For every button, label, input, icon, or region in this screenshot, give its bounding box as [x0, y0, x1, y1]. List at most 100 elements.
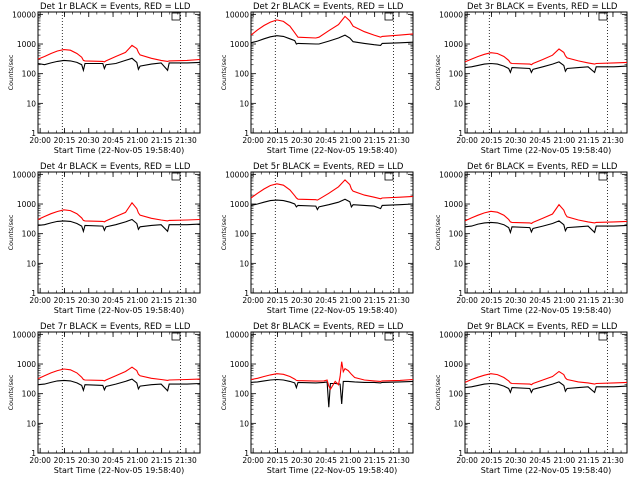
x-axis-label: Start Time (22-Nov-05 19:58:40) [267, 146, 397, 155]
x-tick-label: 20:15 [481, 456, 503, 465]
series-lld-line [250, 361, 414, 391]
y-tick-label: 10 [239, 259, 249, 268]
series-lld-line [464, 370, 628, 386]
y-tick-label: 10 [239, 99, 249, 108]
x-tick-label: 21:30 [388, 456, 410, 465]
plot-frame [37, 331, 201, 454]
panel-6: Det 6r BLACK = Events, RED = LLD 1 10 100 10… [434, 162, 628, 315]
x-tick-label: 21:15 [364, 136, 386, 145]
series-events-line [37, 57, 201, 73]
x-tick-label: 20:15 [267, 456, 289, 465]
x-tick-label: 20:30 [291, 296, 313, 305]
panel-8: Det 8r BLACK = Events, RED = LLD 1 10 100 10… [220, 322, 414, 475]
y-axis-label: Counts/sec [434, 374, 442, 410]
y-tick-label: 10000 [225, 10, 249, 19]
plot-frame [464, 331, 628, 454]
x-tick-label: 21:00 [127, 296, 149, 305]
panel-title: Det 5r BLACK = Events, RED = LLD [253, 162, 404, 172]
y-tick-label: 1000 [444, 360, 463, 369]
x-tick-label: 21:30 [388, 296, 410, 305]
y-tick-label: 1 [31, 289, 36, 298]
plot-frame [250, 331, 414, 454]
series-lld-line [250, 179, 414, 201]
x-tick-label: 20:00 [29, 296, 51, 305]
panel-title: Det 6r BLACK = Events, RED = LLD [467, 162, 618, 172]
series-events-line [250, 198, 414, 211]
y-tick-label: 10 [26, 259, 36, 268]
y-axis-label: Counts/sec [220, 374, 228, 410]
y-tick-label: 1000 [444, 200, 463, 209]
y-axis-label: Counts/sec [7, 214, 15, 250]
x-tick-label: 21:30 [388, 136, 410, 145]
y-tick-label: 1 [458, 449, 463, 458]
y-tick-label: 100 [449, 70, 464, 79]
series-events-line [464, 220, 628, 235]
x-axis-label: Start Time (22-Nov-05 19:58:40) [54, 466, 184, 475]
y-axis-label: Counts/sec [7, 374, 15, 410]
x-tick-label: 20:45 [315, 296, 337, 305]
x-tick-label: 21:30 [175, 136, 197, 145]
series-events-line [464, 61, 628, 74]
y-tick-label: 1000 [17, 40, 36, 49]
plot-frame [250, 171, 414, 294]
y-tick-label: 100 [22, 230, 37, 239]
y-tick-label: 10000 [225, 170, 249, 179]
x-tick-label: 21:00 [340, 296, 362, 305]
x-tick-label: 21:00 [127, 136, 149, 145]
series-lld-line [37, 366, 201, 382]
x-tick-label: 20:00 [456, 136, 478, 145]
x-axis-label: Start Time (22-Nov-05 19:58:40) [54, 306, 184, 315]
y-axis-label: Counts/sec [7, 54, 15, 90]
x-tick-label: 20:00 [242, 456, 264, 465]
x-tick-label: 21:15 [151, 296, 173, 305]
x-tick-label: 21:30 [602, 296, 624, 305]
x-axis-label: Start Time (22-Nov-05 19:58:40) [267, 466, 397, 475]
x-tick-label: 21:15 [151, 136, 173, 145]
legend-box [171, 172, 181, 181]
y-tick-label: 100 [235, 230, 250, 239]
x-tick-label: 20:30 [78, 456, 100, 465]
legend-box [384, 332, 394, 341]
y-tick-label: 100 [449, 230, 464, 239]
panel-title: Det 1r BLACK = Events, RED = LLD [40, 2, 191, 12]
legend-box [171, 332, 181, 341]
series-lld-line [37, 44, 201, 63]
x-tick-label: 20:00 [29, 136, 51, 145]
y-tick-label: 10 [26, 419, 36, 428]
series-events-line [250, 378, 414, 408]
y-tick-label: 10 [453, 419, 463, 428]
y-tick-label: 1 [31, 129, 36, 138]
y-tick-label: 1 [458, 289, 463, 298]
x-tick-label: 20:45 [529, 456, 551, 465]
x-tick-label: 21:00 [554, 136, 576, 145]
x-tick-label: 20:15 [481, 296, 503, 305]
x-tick-label: 21:15 [578, 296, 600, 305]
x-tick-label: 21:15 [364, 296, 386, 305]
y-tick-label: 1 [244, 449, 249, 458]
y-axis-label: Counts/sec [220, 214, 228, 250]
x-tick-label: 20:45 [102, 296, 124, 305]
y-tick-label: 1 [458, 129, 463, 138]
y-tick-label: 1000 [17, 360, 36, 369]
panel-5: Det 5r BLACK = Events, RED = LLD 1 10 100 10… [220, 162, 414, 315]
x-tick-label: 20:15 [481, 136, 503, 145]
x-tick-label: 21:15 [151, 456, 173, 465]
series-lld-line [464, 48, 628, 66]
x-tick-label: 20:30 [78, 136, 100, 145]
x-tick-label: 20:30 [291, 456, 313, 465]
y-tick-label: 1 [31, 449, 36, 458]
panel-9: Det 9r BLACK = Events, RED = LLD 1 10 100 10… [434, 322, 628, 475]
x-tick-label: 20:45 [102, 136, 124, 145]
x-tick-label: 20:45 [529, 296, 551, 305]
panel-title: Det 3r BLACK = Events, RED = LLD [467, 2, 618, 12]
plot-frame [464, 11, 628, 134]
x-tick-label: 20:00 [456, 456, 478, 465]
y-tick-label: 100 [235, 390, 250, 399]
series-events-line [37, 378, 201, 393]
x-tick-label: 20:00 [456, 296, 478, 305]
series-lld-line [250, 15, 414, 39]
x-axis-label: Start Time (22-Nov-05 19:58:40) [54, 146, 184, 155]
x-tick-label: 20:00 [242, 136, 264, 145]
x-tick-label: 20:15 [267, 296, 289, 305]
x-tick-label: 20:15 [267, 136, 289, 145]
